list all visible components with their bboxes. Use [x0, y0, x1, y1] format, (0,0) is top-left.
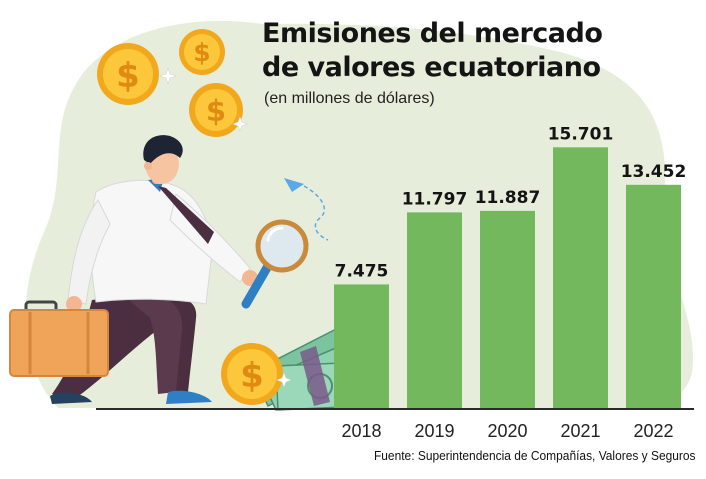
chart-title-line1: Emisiones del mercado [262, 18, 603, 49]
bar-2021 [553, 147, 608, 410]
svg-text:$: $ [116, 56, 140, 96]
svg-text:$: $ [240, 356, 264, 396]
sparkle-icon [159, 67, 177, 85]
bar-2018 [334, 284, 389, 409]
x-tick-2021: 2021 [560, 421, 600, 441]
paper-plane-icon [284, 178, 329, 241]
x-tick-2020: 2020 [487, 421, 527, 441]
briefcase-icon [9, 300, 109, 377]
value-label-2019: 11.797 [402, 189, 468, 209]
value-label-2020: 11.887 [475, 188, 541, 208]
svg-text:$: $ [206, 94, 226, 128]
value-label-2018: 7.475 [335, 261, 389, 281]
coin-icon: $ [221, 343, 283, 405]
coin-icon: $ [97, 43, 159, 105]
magnifying-glass-icon [241, 219, 309, 309]
value-label-2022: 13.452 [621, 162, 687, 182]
sparkle-icon [276, 372, 292, 388]
sparkle-icon [232, 116, 248, 132]
chart-title-line2: de valores ecuatoriano [262, 52, 601, 83]
x-tick-2022: 2022 [633, 421, 673, 441]
bars-group [334, 147, 681, 410]
bar-2019 [407, 212, 462, 409]
bar-2020 [480, 210, 535, 409]
x-tick-2018: 2018 [341, 421, 381, 441]
coin-icon: $ [179, 29, 225, 75]
source-note: Fuente: Superintendencia de Compañías, V… [374, 448, 696, 463]
x-tick-2019: 2019 [414, 421, 454, 441]
x-axis-ticks: 2018 2019 2020 2021 2022 [341, 421, 673, 441]
value-label-2021: 15.701 [548, 124, 614, 144]
coin-icon: $ [189, 83, 243, 137]
chart-subtitle: (en millones de dólares) [264, 90, 435, 107]
bar-2022 [626, 184, 681, 409]
svg-text:$: $ [193, 38, 210, 67]
value-labels-group: 7.475 11.797 11.887 15.701 13.452 [335, 124, 687, 281]
